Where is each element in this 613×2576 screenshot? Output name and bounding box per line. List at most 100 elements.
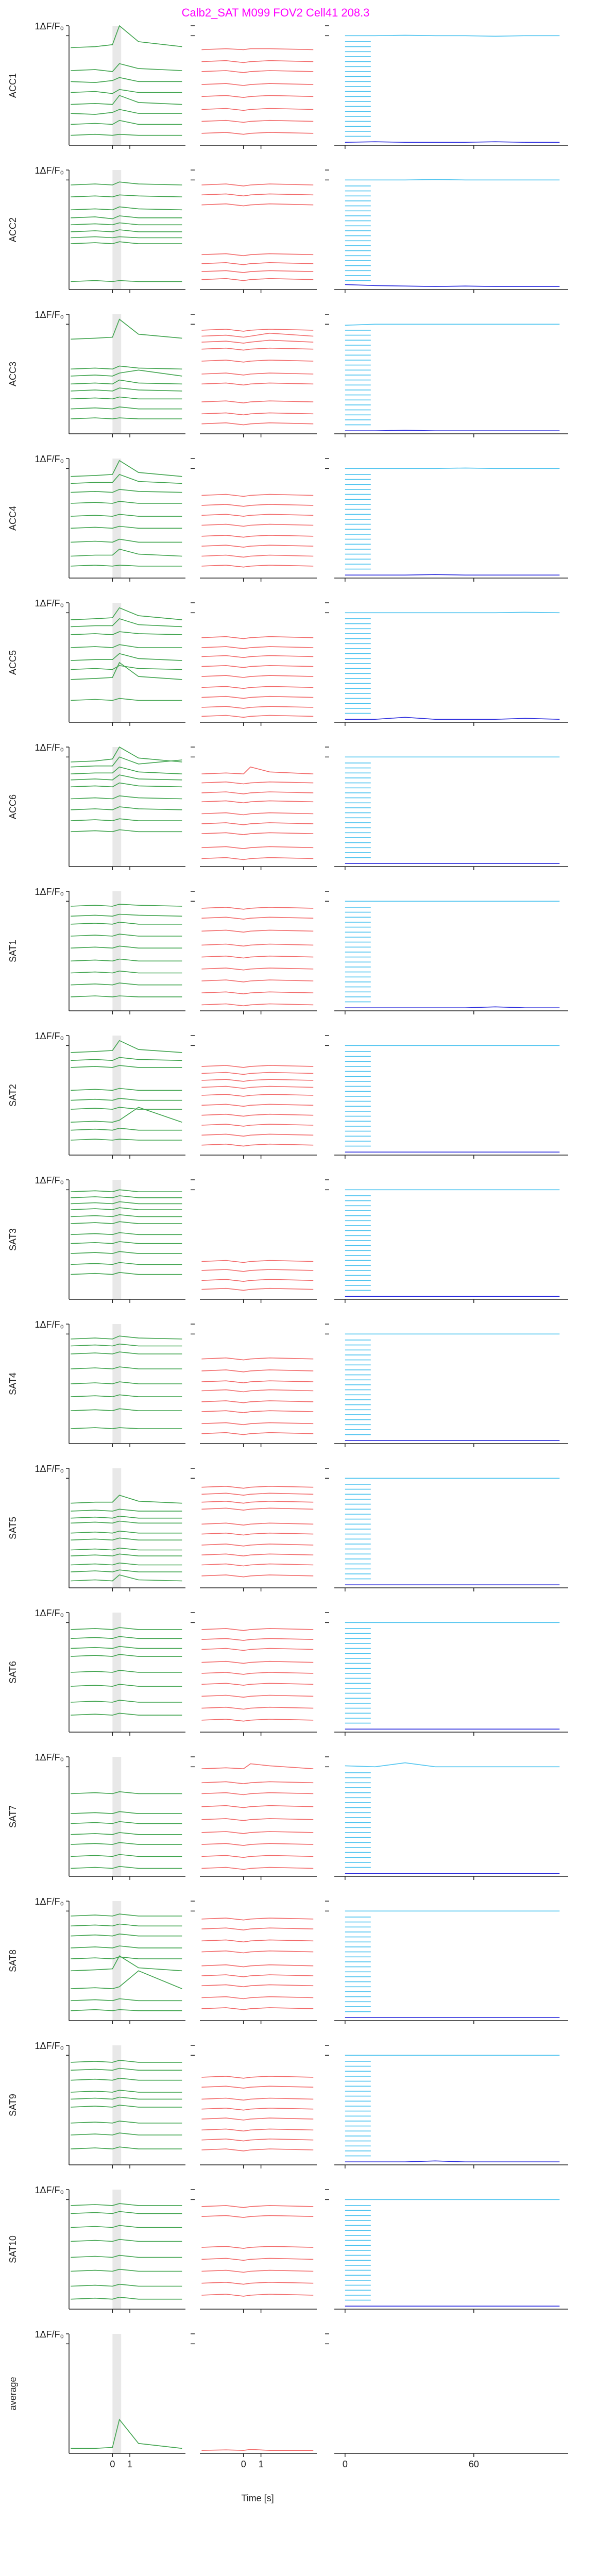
- green-trace: [71, 1394, 182, 1397]
- red-trace: [201, 2269, 314, 2273]
- row-label: SAT2: [8, 1084, 18, 1107]
- green-trace: [71, 746, 182, 762]
- red-trace: [201, 422, 314, 426]
- green-trace: [71, 1956, 182, 1959]
- green-trace: [71, 774, 182, 781]
- scale-label: 1ΔF/F₀: [35, 21, 64, 31]
- green-trace: [71, 618, 182, 628]
- green-trace: [71, 369, 182, 377]
- stimulus-shade: [112, 747, 122, 867]
- green-trace: [71, 2132, 182, 2136]
- red-trace: [201, 1380, 314, 1383]
- green-trace: [71, 2255, 182, 2258]
- red-trace: [201, 2281, 314, 2285]
- green-trace: [71, 766, 182, 774]
- red-trace: [201, 646, 314, 649]
- green-trace: [71, 133, 182, 136]
- green-trace: [71, 194, 182, 198]
- red-trace: [201, 1389, 314, 1393]
- green-trace: [71, 970, 182, 974]
- red-trace: [201, 2449, 314, 2451]
- x-axis-label: Time [s]: [241, 2493, 274, 2503]
- red-trace: [201, 1683, 314, 1686]
- red-trace: [201, 372, 314, 376]
- green-trace: [71, 1272, 182, 1275]
- red-trace: [201, 83, 314, 86]
- green-trace: [71, 698, 182, 701]
- green-trace: [71, 1343, 182, 1347]
- green-trace: [71, 1408, 182, 1412]
- cyan-trace: [345, 1762, 560, 1768]
- red-trace: [201, 715, 314, 718]
- green-trace: [71, 922, 182, 925]
- green-trace: [71, 2146, 182, 2149]
- row-label: ACC5: [8, 650, 18, 675]
- green-trace: [71, 1065, 182, 1068]
- green-trace: [71, 2296, 182, 2300]
- red-trace: [201, 1369, 314, 1372]
- green-trace: [71, 2418, 182, 2449]
- green-trace: [71, 501, 182, 504]
- green-trace: [71, 1241, 182, 1244]
- green-trace: [71, 1955, 182, 1972]
- red-trace: [201, 2076, 314, 2079]
- red-trace: [201, 1133, 314, 1137]
- red-trace: [201, 108, 314, 111]
- red-trace: [201, 360, 314, 363]
- red-trace: [201, 523, 314, 527]
- green-trace: [71, 631, 182, 635]
- red-trace: [201, 95, 314, 98]
- red-trace: [201, 120, 314, 123]
- green-trace: [71, 1427, 182, 1429]
- stimulus-shade: [112, 2045, 122, 2165]
- red-trace: [201, 1706, 314, 1710]
- green-trace: [71, 526, 182, 529]
- green-trace: [71, 1569, 182, 1572]
- green-trace: [71, 1842, 182, 1845]
- green-trace: [71, 1057, 182, 1061]
- red-trace: [201, 636, 314, 639]
- green-trace: [71, 818, 182, 821]
- x-tick-label: 0: [110, 2459, 115, 2469]
- scale-label: 1ΔF/F₀: [35, 165, 64, 176]
- scale-label: 1ΔF/F₀: [35, 2329, 64, 2340]
- green-trace: [71, 2060, 182, 2063]
- row-label: SAT10: [8, 2235, 18, 2263]
- green-trace: [71, 904, 182, 907]
- row-label: SAT9: [8, 2094, 18, 2116]
- red-trace: [201, 1660, 314, 1664]
- green-trace: [71, 2283, 182, 2287]
- green-trace: [71, 982, 182, 986]
- green-trace: [71, 934, 182, 937]
- green-trace: [71, 215, 182, 219]
- green-trace: [71, 1670, 182, 1673]
- red-trace: [201, 1544, 314, 1547]
- red-trace: [201, 846, 314, 850]
- green-trace: [71, 120, 182, 125]
- red-trace: [201, 1831, 314, 1834]
- green-trace: [71, 945, 182, 949]
- scale-label: 1ΔF/F₀: [35, 1319, 64, 1330]
- green-trace: [71, 318, 182, 340]
- row-label: ACC6: [8, 794, 18, 819]
- red-trace: [201, 1638, 314, 1641]
- red-trace: [201, 1694, 314, 1698]
- scale-label: 1ΔF/F₀: [35, 1752, 64, 1762]
- red-trace: [201, 1113, 314, 1117]
- green-trace: [71, 2067, 182, 2071]
- green-trace: [71, 2105, 182, 2108]
- green-trace: [71, 607, 182, 620]
- red-trace: [201, 2138, 314, 2142]
- red-trace: [201, 665, 314, 668]
- green-trace: [71, 2211, 182, 2214]
- green-trace: [71, 1970, 182, 1989]
- green-trace: [71, 2268, 182, 2272]
- red-trace: [201, 1357, 314, 1361]
- green-trace: [71, 1713, 182, 1716]
- red-trace: [201, 675, 314, 678]
- green-trace: [71, 665, 182, 670]
- red-trace: [201, 48, 314, 50]
- red-trace: [201, 1927, 314, 1930]
- green-trace: [71, 2239, 182, 2242]
- green-trace: [71, 2096, 182, 2100]
